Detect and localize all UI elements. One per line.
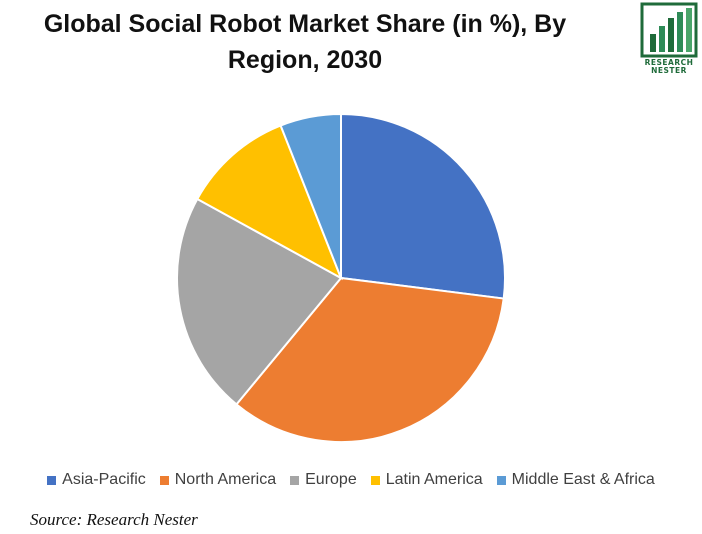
- legend-swatch: [159, 475, 169, 485]
- bar-chart-logo-icon: [640, 2, 698, 58]
- research-nester-logo: RESEARCH NESTER: [640, 2, 698, 75]
- chart-title-line-2: Region, 2030: [227, 46, 383, 74]
- pie-slice-middle-east-africa: [279, 112, 342, 279]
- legend-label: Asia-Pacific: [62, 471, 146, 488]
- legend-label: Latin America: [385, 471, 483, 488]
- pie-slice-europe: [176, 197, 343, 406]
- legend-swatch: [290, 475, 300, 485]
- legend-swatch: [496, 475, 506, 485]
- legend-label: Europe: [305, 471, 357, 488]
- legend-item: North America: [159, 471, 277, 489]
- legend-label: North America: [174, 471, 277, 488]
- legend-item: Middle East & Africa: [496, 471, 655, 489]
- legend-item: Europe: [290, 471, 357, 489]
- legend-item: Latin America: [370, 471, 483, 489]
- pie-slice-latin-america: [195, 124, 343, 281]
- source-note: Source: Research Nester: [30, 510, 198, 529]
- logo-text-research: RESEARCH: [644, 58, 694, 67]
- pie-slice-north-america: [235, 276, 505, 443]
- legend-item: Asia-Pacific: [47, 471, 146, 489]
- legend-swatch: [370, 475, 380, 485]
- legend-label: Middle East & Africa: [511, 471, 655, 488]
- legend-swatch: [47, 475, 57, 485]
- chart-title-line-1: Global Social Robot Market Share (in %),…: [43, 10, 567, 38]
- pie-slice-asia-pacific: [340, 112, 506, 300]
- logo-text-nester: NESTER: [651, 66, 687, 75]
- pie-chart: [176, 112, 506, 443]
- chart-title: Global Social Robot Market Share (in %),…: [0, 6, 610, 78]
- chart-legend: Asia-Pacific North America Europe Latin Ame…: [0, 471, 702, 489]
